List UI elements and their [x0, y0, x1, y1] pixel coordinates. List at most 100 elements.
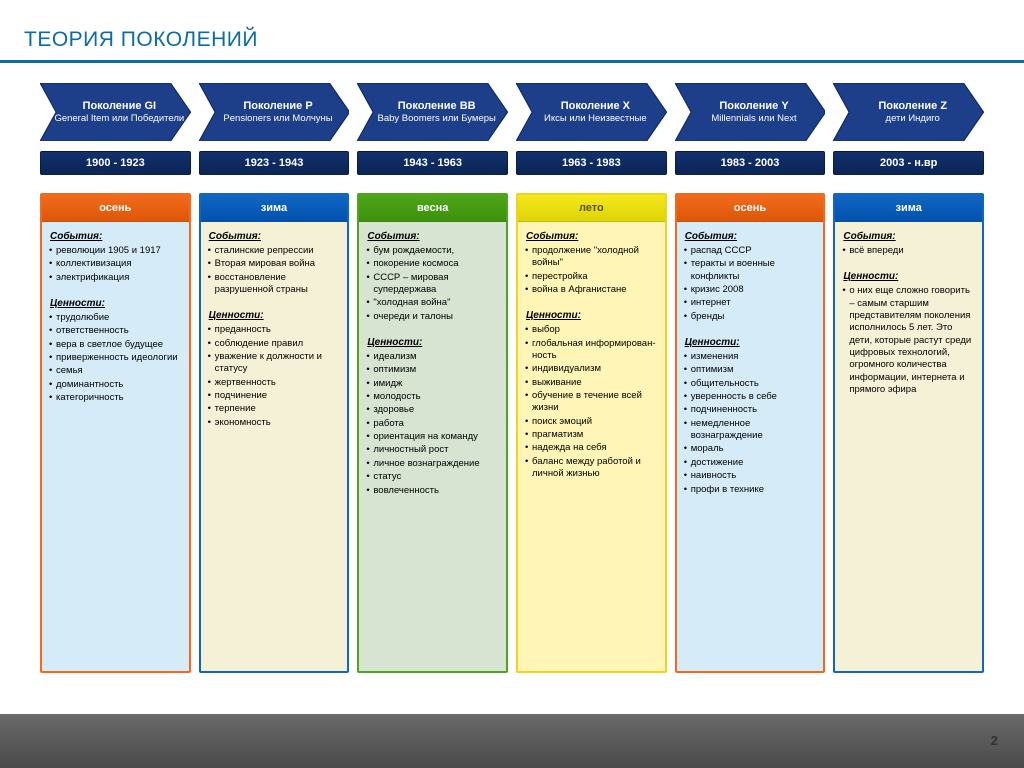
columns-row: осеньСобытия:революции 1905 и 1917коллек…	[40, 193, 984, 673]
arrow-subtitle: дети Индиго	[847, 113, 978, 124]
list-item: надежда на себя	[524, 442, 659, 454]
list-item: СССР – мировая супердержава	[365, 272, 500, 297]
list-item: экономность	[207, 417, 342, 429]
year-range: 1963 - 1983	[516, 151, 667, 175]
list-item: глобальная информирован-ность	[524, 338, 659, 363]
list-item: личностный рост	[365, 444, 500, 456]
list-item: коллективизация	[48, 258, 183, 270]
events-title: События:	[685, 231, 818, 242]
page-number: 2	[991, 733, 998, 748]
events-list: бум рождаемости,покорение космоса СССР – …	[365, 245, 500, 323]
column-body: События: сталинские репрессииВторая миров…	[201, 222, 348, 671]
values-title: Ценности:	[209, 310, 342, 321]
year-range: 1900 - 1923	[40, 151, 191, 175]
generation-arrow: Поколение Zдети Индиго	[833, 83, 984, 141]
arrow-title: Поколение P	[213, 100, 344, 112]
season-header: зима	[835, 195, 982, 222]
season-header: осень	[42, 195, 189, 222]
list-item: мораль	[683, 443, 818, 455]
list-item: категоричность	[48, 392, 183, 404]
season-header: осень	[677, 195, 824, 222]
list-item: индивидуализм	[524, 363, 659, 375]
list-item: подчинение	[207, 390, 342, 402]
list-item: соблюдение правил	[207, 338, 342, 350]
list-item: баланс между работой и личной жизнью	[524, 456, 659, 481]
events-list: сталинские репрессииВторая мировая война…	[207, 245, 342, 296]
list-item: ориентация на команду	[365, 431, 500, 443]
values-list: идеализмоптимизмимиджмолодостьздоровьера…	[365, 351, 500, 497]
values-title: Ценности:	[526, 310, 659, 321]
list-item: бренды	[683, 311, 818, 323]
list-item: ответственность	[48, 325, 183, 337]
list-item: распад СССР	[683, 245, 818, 257]
season-header: зима	[201, 195, 348, 222]
list-item: достижение	[683, 457, 818, 469]
generation-arrow: Поколение PPensioners или Молчуны	[199, 83, 350, 141]
list-item: подчиненность	[683, 404, 818, 416]
values-list: измененияоптимизмобщительностьуверенност…	[683, 351, 818, 496]
arrow-row: Поколение GIGeneral Item или ПобедителиП…	[40, 83, 984, 141]
events-title: События:	[367, 231, 500, 242]
season-header: весна	[359, 195, 506, 222]
arrow-title: Поколение BB	[371, 100, 502, 112]
arrow-subtitle: Иксы или Неизвестные	[530, 113, 661, 124]
list-item: приверженность идеологии	[48, 352, 183, 364]
year-range: 1943 - 1963	[357, 151, 508, 175]
values-list: преданностьсоблюдение правилуважение к д…	[207, 324, 342, 429]
generation-column: зимаСобытия:всё впередиЦенности:о них ещ…	[833, 193, 984, 673]
list-item: трудолюбие	[48, 312, 183, 324]
list-item: интернет	[683, 297, 818, 309]
content-area: Поколение GIGeneral Item или ПобедителиП…	[40, 83, 984, 673]
generation-arrow: Поколение YMillennials или Next	[675, 83, 826, 141]
arrow-subtitle: Baby Boomers или Бумеры	[371, 113, 502, 124]
footer-band	[0, 714, 1024, 768]
list-item: оптимизм	[683, 364, 818, 376]
values-title: Ценности:	[685, 337, 818, 348]
values-list: выборглобальная информирован-ностьиндиви…	[524, 324, 659, 480]
list-item: электрификация	[48, 272, 183, 284]
list-item: "холодная война"	[365, 297, 500, 309]
list-item: о них еще сложно говорить – самым старши…	[841, 285, 976, 396]
list-item: война в Афганистане	[524, 284, 659, 296]
list-item: перестройка	[524, 271, 659, 283]
list-item: бум рождаемости,	[365, 245, 500, 257]
column-body: События: распад СССРтеракты и военные кон…	[677, 222, 824, 671]
page-title: ТЕОРИЯ ПОКОЛЕНИЙ	[0, 0, 1024, 60]
list-item: всё впереди	[841, 245, 976, 257]
column-body: События:всё впередиЦенности:о них еще сл…	[835, 222, 982, 671]
list-item: обучение в течение всей жизни	[524, 390, 659, 415]
list-item: изменения	[683, 351, 818, 363]
title-underline	[0, 60, 1024, 63]
events-title: События:	[843, 231, 976, 242]
events-list: революции 1905 и 1917коллективизацияэлек…	[48, 245, 183, 284]
generation-arrow: Поколение XИксы или Неизвестные	[516, 83, 667, 141]
list-item: сталинские репрессии	[207, 245, 342, 257]
list-item: оптимизм	[365, 364, 500, 376]
list-item: идеализм	[365, 351, 500, 363]
list-item: жертвенность	[207, 377, 342, 389]
year-range: 1983 - 2003	[675, 151, 826, 175]
column-body: События: бум рождаемости,покорение космос…	[359, 222, 506, 671]
list-item: имидж	[365, 378, 500, 390]
generation-column: осень События: распад СССРтеракты и военны…	[675, 193, 826, 673]
list-item: поиск эмоций	[524, 416, 659, 428]
list-item: вера в светлое будущее	[48, 339, 183, 351]
arrow-title: Поколение X	[530, 100, 661, 112]
generation-column: зима События: сталинские репрессииВторая м…	[199, 193, 350, 673]
list-item: работа	[365, 418, 500, 430]
column-body: События:революции 1905 и 1917коллективиз…	[42, 222, 189, 671]
list-item: кризис 2008	[683, 284, 818, 296]
list-item: покорение космоса	[365, 258, 500, 270]
values-title: Ценности:	[367, 337, 500, 348]
list-item: теракты и военные конфликты	[683, 258, 818, 283]
events-title: События:	[209, 231, 342, 242]
list-item: выживание	[524, 377, 659, 389]
arrow-subtitle: Millennials или Next	[689, 113, 820, 124]
events-title: События:	[526, 231, 659, 242]
column-body: События:продолжение "холодной войны"пере…	[518, 222, 665, 671]
values-list: трудолюбиеответственность вера в светлое …	[48, 312, 183, 404]
list-item: здоровье	[365, 404, 500, 416]
list-item: восстановление разрушенной страны	[207, 272, 342, 297]
list-item: статус	[365, 471, 500, 483]
arrow-subtitle: General Item или Победители	[54, 113, 185, 124]
